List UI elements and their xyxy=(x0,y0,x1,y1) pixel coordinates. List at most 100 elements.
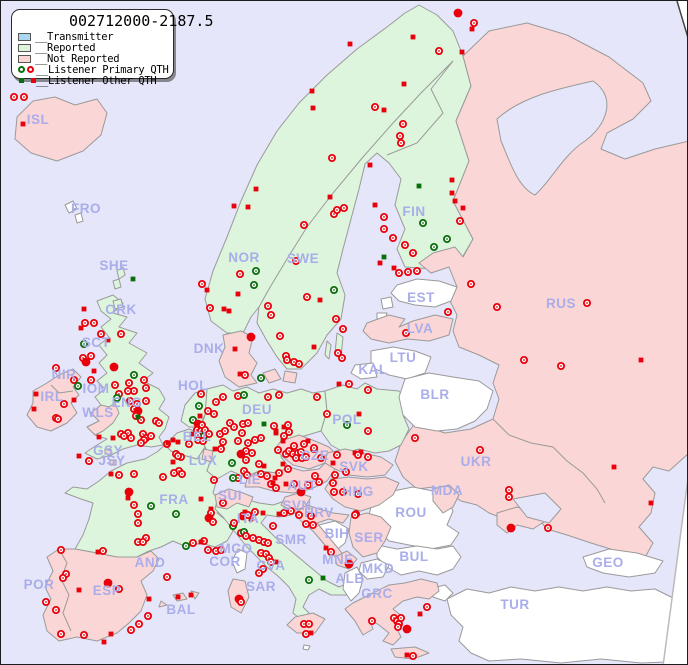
listener-other-qth-marker xyxy=(320,575,326,581)
marker-center-dot xyxy=(140,442,142,444)
country-label-por: POR xyxy=(24,577,55,592)
country-label-smr: SMR xyxy=(275,532,307,547)
marker-center-dot xyxy=(127,432,129,434)
listener-other-qth-marker xyxy=(358,449,364,455)
marker-center-dot xyxy=(201,283,203,285)
listener-other-qth-marker xyxy=(305,438,311,444)
red-square-icon xyxy=(31,78,36,83)
country-label-cor: COR xyxy=(209,554,241,569)
listener-other-qth-marker xyxy=(308,630,314,636)
marker-center-dot xyxy=(136,403,138,405)
country-label-rou: ROU xyxy=(395,505,427,520)
marker-center-dot xyxy=(130,437,132,439)
marker-center-dot xyxy=(137,513,139,515)
listener-other-qth-marker xyxy=(165,440,171,446)
country-label-she: SHE xyxy=(99,258,128,273)
marker-center-dot xyxy=(220,549,222,551)
marker-center-dot xyxy=(278,472,280,474)
country-label-swe: SWE xyxy=(287,251,319,266)
listener-other-qth-marker xyxy=(146,596,152,602)
listener-other-qth-marker xyxy=(105,337,111,343)
marker-center-dot xyxy=(270,561,272,563)
legend-row-reported: __Reported xyxy=(18,41,213,54)
border-esp-por xyxy=(58,548,72,632)
marker-center-dot xyxy=(62,577,64,579)
marker-center-dot xyxy=(204,429,206,431)
marker-center-dot xyxy=(367,389,369,391)
listener-other-qth-marker xyxy=(108,471,114,477)
region-russia-ukraine xyxy=(394,22,687,562)
country-label-blr: BLR xyxy=(420,387,449,402)
marker-center-dot xyxy=(198,405,200,407)
listener-other-qth-marker xyxy=(311,344,317,350)
country-label-geo: GEO xyxy=(592,555,624,570)
marker-center-dot xyxy=(307,484,309,486)
marker-center-dot xyxy=(383,216,385,218)
listener-primary-qth-marker-large xyxy=(236,449,246,459)
listener-other-qth-marker xyxy=(638,357,644,363)
country-label-ita: ITA xyxy=(237,511,259,526)
marker-center-dot xyxy=(345,471,347,473)
region-luxembourg xyxy=(201,448,214,463)
marker-center-dot xyxy=(213,479,215,481)
marker-center-dot xyxy=(412,252,414,254)
listener-other-qth-marker xyxy=(76,453,82,459)
marker-center-dot xyxy=(138,623,140,625)
marker-center-dot xyxy=(233,522,235,524)
region-belarus xyxy=(398,372,494,432)
marker-center-dot xyxy=(295,457,297,459)
listener-other-qth-marker xyxy=(261,421,267,427)
listener-other-qth-marker xyxy=(281,424,287,430)
marker-center-dot xyxy=(367,430,369,432)
marker-center-dot xyxy=(292,453,294,455)
country-label-mkd: MKD xyxy=(362,561,394,576)
marker-center-dot xyxy=(392,237,394,239)
marker-center-dot xyxy=(310,515,312,517)
listener-other-qth-marker xyxy=(95,549,101,555)
legend-label: __Reported xyxy=(35,41,96,54)
green-circle-icon xyxy=(18,66,25,73)
listener-other-qth-marker xyxy=(135,414,141,420)
marker-center-dot xyxy=(84,322,86,324)
marker-center-dot xyxy=(243,394,245,396)
marker-center-dot xyxy=(303,443,305,445)
reported-swatch xyxy=(18,43,31,52)
marker-center-dot xyxy=(239,273,241,275)
country-label-rus: RUS xyxy=(546,296,576,311)
country-label-svn: SVN xyxy=(282,498,311,513)
marker-center-dot xyxy=(147,615,149,617)
border-swe-fin xyxy=(386,60,454,156)
marker-center-dot xyxy=(23,96,25,98)
marker-center-dot xyxy=(237,440,239,442)
not-reported-swatch xyxy=(18,54,31,63)
listener-other-qth-marker xyxy=(449,177,455,183)
marker-center-dot xyxy=(57,418,59,420)
listener-other-qth-marker xyxy=(410,34,416,40)
listener-other-qth-marker xyxy=(323,545,329,551)
red-circle-icon xyxy=(27,66,34,73)
region-faroe-1 xyxy=(64,200,78,214)
listener-other-qth-marker xyxy=(404,652,410,658)
marker-center-dot xyxy=(133,390,135,392)
listener-other-qth-marker xyxy=(260,510,266,516)
marker-center-dot xyxy=(246,474,248,476)
marker-center-dot xyxy=(586,302,588,304)
marker-center-dot xyxy=(275,487,277,489)
marker-center-dot xyxy=(346,424,348,426)
region-iberia xyxy=(42,548,160,642)
marker-center-dot xyxy=(229,422,231,424)
marker-center-dot xyxy=(258,539,260,541)
country-label-bul: BUL xyxy=(399,549,428,564)
listener-other-qth-marker xyxy=(197,413,203,419)
marker-center-dot xyxy=(219,433,221,435)
country-label-ukr: UKR xyxy=(461,454,492,469)
marker-center-dot xyxy=(314,475,316,477)
marker-center-dot xyxy=(479,449,481,451)
marker-center-dot xyxy=(278,394,280,396)
marker-center-dot xyxy=(470,283,472,285)
listener-other-qth-marker xyxy=(212,446,218,452)
listener-primary-qth-marker-large xyxy=(103,578,113,588)
legend-label: __Not Reported xyxy=(35,52,120,65)
marker-center-dot xyxy=(90,379,92,381)
